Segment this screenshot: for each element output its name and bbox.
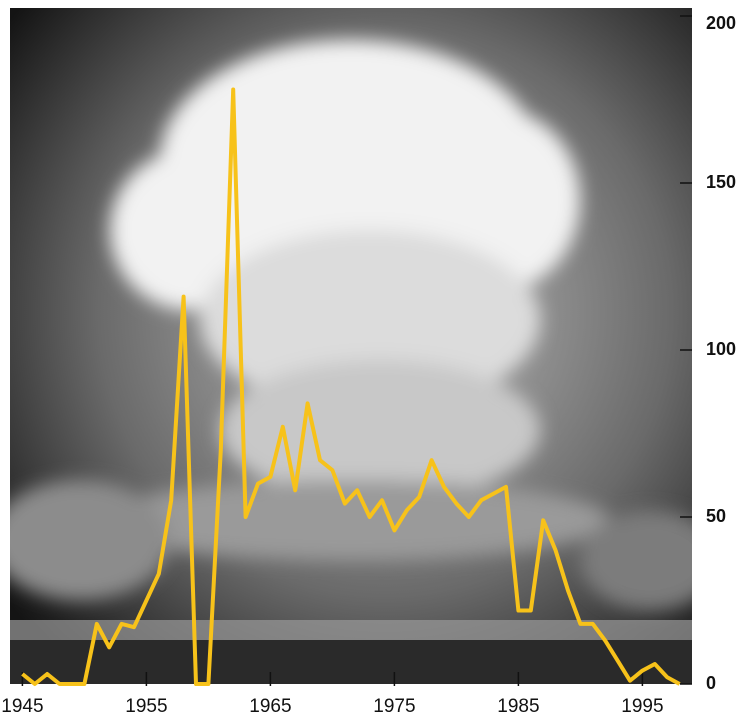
y-tick-label: 50 xyxy=(706,506,726,526)
y-tick-label: 0 xyxy=(706,673,716,693)
y-tick-label: 200 xyxy=(706,13,736,33)
x-tick-label: 1985 xyxy=(497,696,539,717)
x-tick-label: 1965 xyxy=(249,696,291,717)
x-tick-label: 1945 xyxy=(1,696,43,717)
y-tick-label: 100 xyxy=(706,339,736,359)
x-tick-label: 1995 xyxy=(621,696,663,717)
x-tick-label: 1955 xyxy=(125,696,167,717)
x-tick-label: 1975 xyxy=(373,696,415,717)
background-photo xyxy=(10,8,692,684)
data-line xyxy=(21,87,681,686)
y-tick-label: 150 xyxy=(706,172,736,192)
